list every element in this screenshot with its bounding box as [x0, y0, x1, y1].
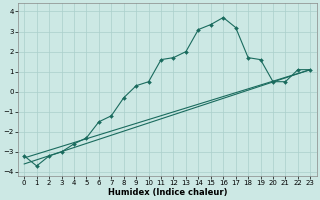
X-axis label: Humidex (Indice chaleur): Humidex (Indice chaleur)	[108, 188, 227, 197]
